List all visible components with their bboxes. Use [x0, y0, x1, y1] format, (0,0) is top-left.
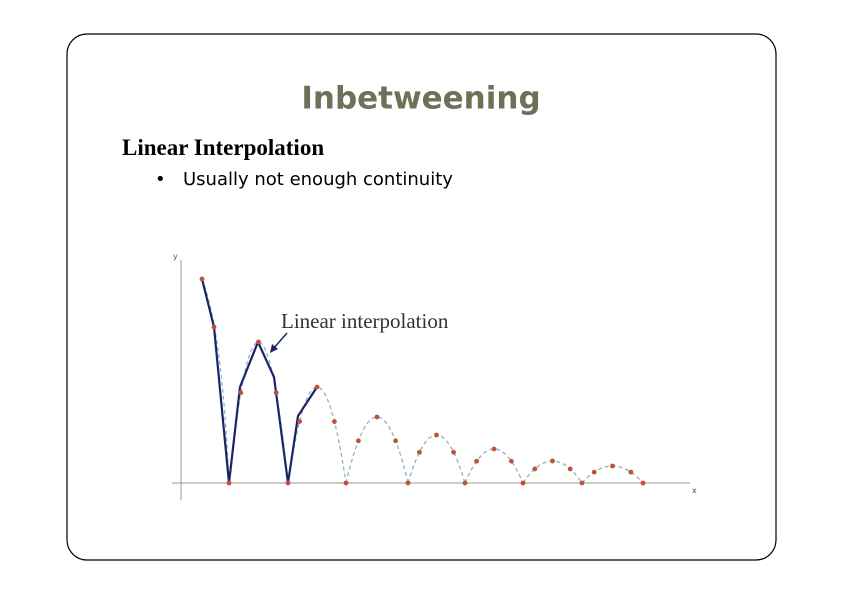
- keyframe-dot: [273, 390, 279, 396]
- keyframe-dot: [417, 449, 422, 455]
- keyframe-dot: [509, 458, 514, 464]
- section-heading: Linear Interpolation: [122, 135, 324, 160]
- keyframe-dot: [356, 438, 361, 444]
- curve-segment: [464, 448, 524, 484]
- curve-segment: [345, 416, 409, 484]
- keyframe-dot: [532, 466, 538, 472]
- keyframe-dot: [297, 419, 302, 424]
- keyframe-dot: [567, 466, 573, 472]
- keyframe-dot: [579, 480, 585, 486]
- keyframe-dot: [374, 414, 380, 420]
- figure: y x Linear interpolation: [172, 252, 697, 500]
- keyframe-dot: [238, 390, 244, 396]
- keyframe-dot: [451, 449, 456, 455]
- curve-segment: [201, 278, 230, 484]
- annotation: Linear interpolation: [281, 309, 449, 333]
- keyframe-dots: [199, 276, 646, 486]
- keyframe-dot: [491, 446, 497, 452]
- bullet-text: Usually not enough continuity: [183, 169, 453, 190]
- annotation-arrowhead: [270, 344, 278, 353]
- bullet-marker: •: [155, 169, 166, 190]
- x-axis-label: x: [692, 486, 697, 495]
- keyframe-dot: [434, 432, 439, 438]
- keyframe-dot: [211, 324, 217, 330]
- keyframe-dot: [256, 339, 261, 345]
- keyframe-dot: [332, 419, 337, 424]
- keyframe-dot: [314, 384, 320, 390]
- keyframe-dot: [520, 480, 526, 486]
- keyframe-dot: [640, 480, 646, 486]
- keyframe-dot: [285, 480, 291, 486]
- keyframe-dot: [628, 469, 634, 475]
- keyframe-dot: [462, 480, 468, 486]
- keyframe-dot: [591, 469, 597, 475]
- keyframe-dot: [393, 438, 398, 444]
- keyframe-dot: [199, 276, 205, 282]
- keyframe-dot: [610, 463, 615, 469]
- keyframe-dot: [343, 480, 349, 486]
- keyframe-dot: [474, 458, 479, 464]
- slide-title: Inbetweening: [301, 81, 540, 117]
- keyframe-dot: [550, 458, 555, 464]
- y-axis-label: y: [173, 252, 178, 261]
- slide-frame: [66, 33, 777, 561]
- keyframe-dot: [405, 480, 411, 486]
- annotation-arrow: [272, 332, 288, 350]
- keyframe-dot: [226, 480, 232, 486]
